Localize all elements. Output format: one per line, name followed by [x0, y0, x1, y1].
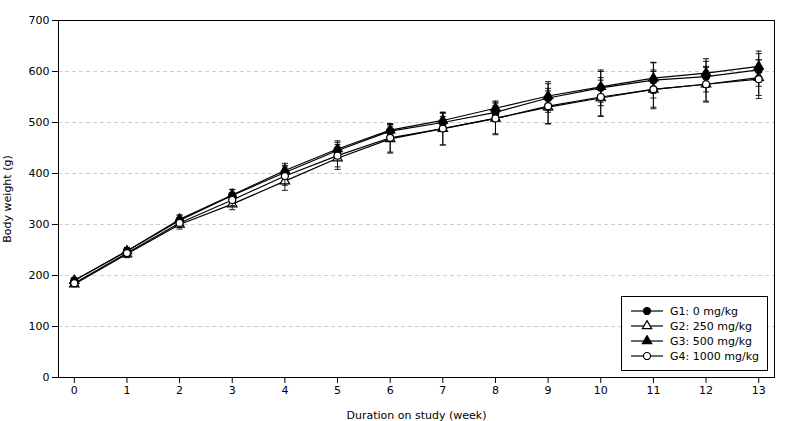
svg-text:Body weight (g): Body weight (g): [1, 155, 14, 242]
svg-text:200: 200: [29, 269, 50, 282]
svg-text:7: 7: [439, 384, 446, 397]
html-text:G1: 0 mg/kg: G1: 0 mg/kg: [670, 304, 738, 318]
svg-text:8: 8: [492, 384, 499, 397]
svg-text:5: 5: [334, 384, 341, 397]
html-text:G3: 500 mg/kg: G3: 500 mg/kg: [670, 334, 752, 348]
svg-text:12: 12: [699, 384, 713, 397]
svg-text:3: 3: [229, 384, 236, 397]
svg-text:600: 600: [29, 65, 50, 78]
svg-text:13: 13: [752, 384, 766, 397]
svg-text:4: 4: [281, 384, 288, 397]
svg-text:700: 700: [29, 14, 50, 27]
svg-text:400: 400: [29, 167, 50, 180]
svg-text:6: 6: [387, 384, 394, 397]
svg-text:11: 11: [646, 384, 660, 397]
svg-text:0: 0: [71, 384, 78, 397]
svg-text:2: 2: [176, 384, 183, 397]
svg-text:9: 9: [545, 384, 552, 397]
html-text:G2: 250 mg/kg: G2: 250 mg/kg: [670, 319, 752, 333]
svg-text:300: 300: [29, 218, 50, 231]
svg-text:1: 1: [123, 384, 130, 397]
svg-text:Duration on study (week): Duration on study (week): [347, 409, 487, 421]
svg-text:0: 0: [43, 371, 50, 384]
svg-text:10: 10: [594, 384, 608, 397]
svg-text:100: 100: [29, 320, 50, 333]
html-text:G4: 1000 mg/kg: G4: 1000 mg/kg: [670, 349, 759, 363]
svg-text:500: 500: [29, 116, 50, 129]
